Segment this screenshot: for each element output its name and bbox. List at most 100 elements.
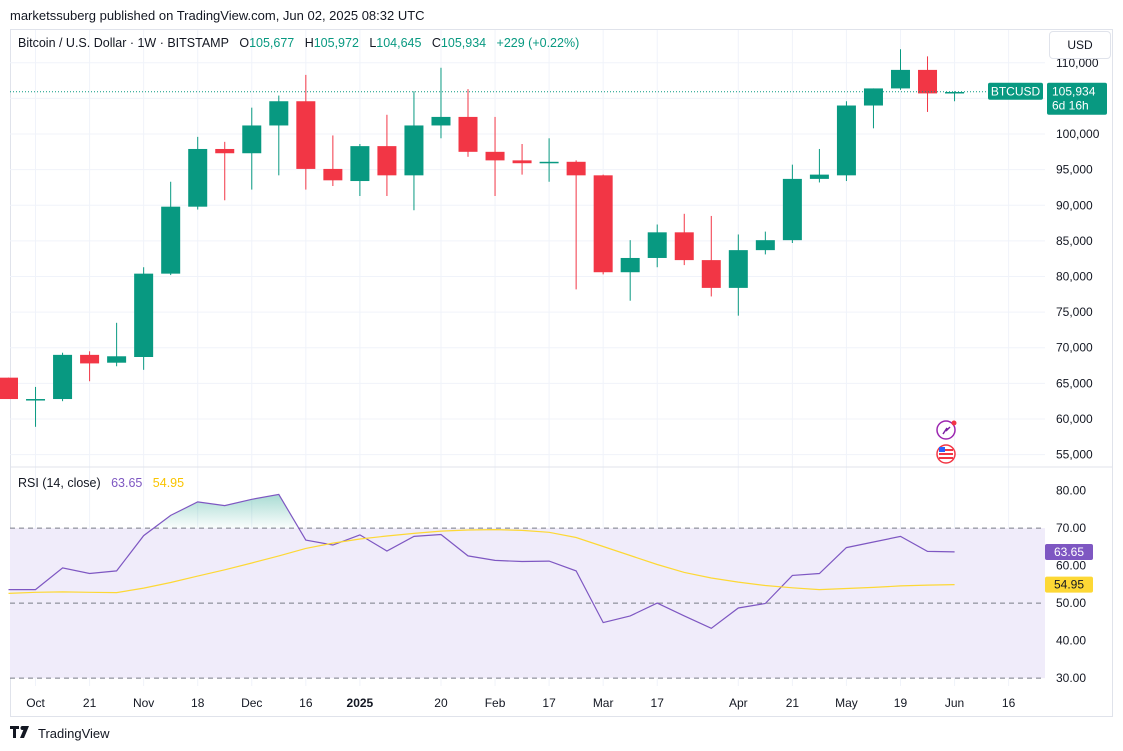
candle (836, 101, 856, 182)
rsi-ma-value: 54.95 (152, 476, 185, 490)
price-tag (1047, 82, 1107, 115)
symbol-tag-label: BTCUSD (991, 85, 1041, 99)
price-tick-label: 90,000 (1056, 198, 1093, 212)
candle (485, 116, 505, 196)
candle-body (350, 146, 370, 182)
rsi-ma-value-tag-label: 54.95 (1054, 578, 1084, 592)
candle (404, 91, 424, 211)
ideas-icon[interactable] (936, 420, 957, 440)
candle-body (863, 88, 883, 106)
rsi-overbought-fill (153, 494, 299, 529)
footer-brand: TradingView (38, 725, 110, 741)
candle-body (296, 101, 316, 169)
candle (188, 136, 208, 210)
price-tick-label: 70,000 (1056, 341, 1093, 355)
price-tick-label: 55,000 (1056, 448, 1093, 462)
candle (242, 107, 262, 190)
publish-info: marketssuberg published on TradingView.c… (10, 8, 425, 23)
time-tick-label: 16 (299, 696, 313, 710)
price-tag-value: 105,934 (1052, 85, 1096, 99)
change-value: +229 (+0.22%) (496, 36, 580, 50)
candle (809, 148, 829, 183)
candle-body (566, 161, 586, 176)
candle (647, 224, 667, 268)
us-flag-icon-canton (939, 447, 945, 452)
candle (539, 138, 559, 182)
candle (80, 351, 100, 382)
time-tick-label: 17 (651, 696, 665, 710)
candle-body (512, 160, 532, 164)
candle (945, 91, 965, 102)
candle (53, 352, 73, 402)
close-label: C (431, 36, 441, 50)
price-tick-label: 95,000 (1056, 163, 1093, 177)
low-label: L (369, 36, 377, 50)
candle (26, 386, 46, 427)
candle-body (161, 206, 181, 274)
high-value: 105,972 (313, 36, 359, 50)
rsi-value-tag-label: 63.65 (1054, 545, 1084, 559)
candle-body (80, 354, 100, 364)
candle-body (134, 273, 154, 357)
candle-body (485, 151, 505, 161)
rsi-tick-label: 40.00 (1056, 634, 1086, 648)
time-tick-label: Dec (241, 696, 262, 710)
symbol-legend: Bitcoin / U.S. Dollar · 1W · BITSTAMP O1… (18, 36, 579, 50)
rsi-ma-value-tag (1045, 576, 1093, 593)
time-tick-label: May (835, 696, 858, 710)
candle (701, 215, 721, 297)
candle (458, 89, 478, 157)
candle-body (647, 232, 667, 258)
symbol-tag (988, 82, 1043, 100)
time-tick-label: Mar (593, 696, 614, 710)
tradingview-logo-icon (10, 724, 32, 741)
price-tick-label: 85,000 (1056, 234, 1093, 248)
candle (566, 160, 586, 290)
candle (215, 141, 235, 201)
candle-body (755, 240, 775, 251)
candle (890, 49, 910, 90)
low-value: 104,645 (376, 36, 422, 50)
candle-body (918, 69, 938, 94)
candle-body (809, 174, 829, 179)
price-tick-label: 100,000 (1056, 127, 1100, 141)
candle (134, 267, 154, 370)
price-tick-label: 110,000 (1056, 56, 1099, 70)
chart-frame (10, 29, 1113, 717)
candle-body (215, 148, 235, 154)
candle-body (404, 125, 424, 176)
price-tag-countdown: 6d 16h (1052, 99, 1089, 113)
time-tick-label: Oct (26, 696, 45, 710)
currency-button[interactable]: USD (1049, 31, 1111, 59)
candle-body (674, 232, 694, 261)
candle (918, 56, 938, 112)
candle-body (0, 377, 18, 400)
rsi-value-tag (1045, 543, 1093, 560)
footer: TradingView (10, 724, 110, 741)
close-value: 105,934 (440, 36, 487, 50)
candle-body (188, 148, 208, 207)
candle (674, 213, 694, 266)
price-tick-label: 65,000 (1056, 376, 1093, 390)
candle-body (890, 69, 910, 89)
rsi-tick-label: 80.00 (1056, 484, 1086, 498)
us-flag-icon[interactable] (936, 444, 956, 464)
rsi-legend: RSI (14, close) 63.65 54.95 (18, 476, 184, 490)
price-tick-label: 75,000 (1056, 305, 1093, 319)
candle-body (431, 116, 451, 126)
candle (0, 377, 18, 400)
symbol-name: Bitcoin / U.S. Dollar · 1W · BITSTAMP (18, 36, 229, 50)
candle (620, 240, 640, 301)
rsi-label: RSI (14, close) (18, 476, 101, 490)
open-value: 105,677 (249, 36, 295, 50)
candle-body (107, 356, 127, 363)
time-tick-label: 16 (1002, 696, 1016, 710)
time-tick-label: Jun (945, 696, 964, 710)
candle-body (377, 146, 397, 176)
ideas-icon-dot (951, 420, 957, 426)
candle (269, 95, 289, 176)
candle-body (269, 101, 289, 126)
price-tick-label: 60,000 (1056, 412, 1093, 426)
open-label: O (239, 36, 250, 50)
